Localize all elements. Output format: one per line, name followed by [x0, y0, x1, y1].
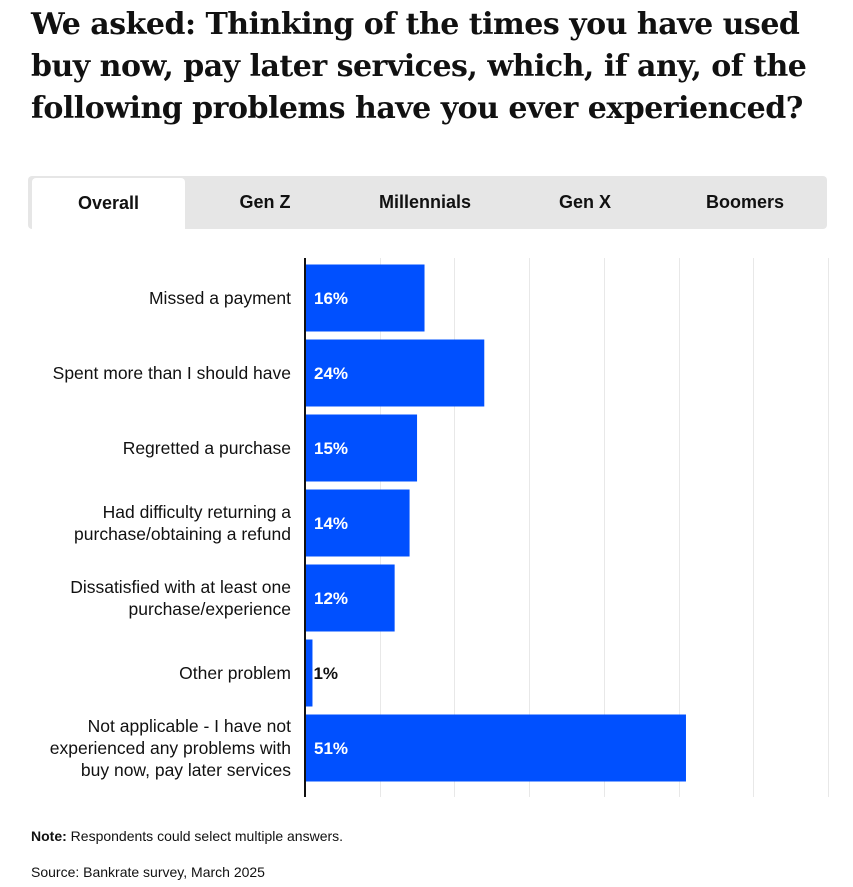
category-label-line: Had difficulty returning a	[103, 502, 292, 522]
tab-gen-z[interactable]: Gen Z	[239, 192, 291, 212]
category-label-line: Missed a payment	[149, 288, 291, 308]
category-label-line: buy now, pay later services	[81, 760, 291, 780]
data-label: 51%	[314, 739, 348, 758]
category-label-line: Dissatisfied with at least one	[70, 577, 291, 597]
category-label: Spent more than I should have	[53, 363, 291, 383]
data-label: 12%	[314, 589, 348, 608]
category-label-line: Other problem	[179, 663, 291, 683]
category-label-line: Not applicable - I have not	[88, 716, 291, 736]
bar	[305, 639, 313, 707]
category-label-line: experienced any problems with	[50, 738, 291, 758]
category-label: Had difficulty returning a purchase/obtai…	[74, 502, 291, 544]
data-label: 14%	[314, 514, 348, 533]
category-label: Not applicable - I have not experienced a…	[50, 716, 291, 780]
tab-gen-x[interactable]: Gen X	[558, 192, 611, 212]
tab-millennials[interactable]: Millennials	[378, 192, 472, 212]
bar	[305, 564, 395, 632]
category-label-line: purchase/obtaining a refund	[74, 524, 291, 544]
tab-boomers[interactable]: Boomers	[705, 192, 785, 212]
chart-source: Source: Bankrate survey, March 2025	[31, 864, 265, 880]
data-label: 16%	[314, 289, 348, 308]
chart-title: We asked: Thinking of the times you have…	[31, 7, 807, 126]
data-label: 1%	[313, 664, 338, 683]
data-label: 24%	[314, 364, 348, 383]
chart-note: Note: Respondents could select multiple …	[31, 828, 343, 844]
category-label: Regretted a purchase	[123, 438, 291, 458]
category-label-line: purchase/experience	[129, 599, 291, 619]
bar	[305, 264, 425, 332]
category-label: Dissatisfied with at least one purchase/e…	[70, 577, 291, 619]
bar	[305, 339, 485, 407]
bar	[305, 414, 418, 482]
category-label: Missed a payment	[149, 288, 291, 308]
category-label: Other problem	[179, 663, 291, 683]
bar	[305, 714, 686, 782]
tab-bar: Overall Gen Z Millennials Gen X Boomers	[28, 176, 827, 229]
data-label: 15%	[314, 439, 348, 458]
category-label-line: Spent more than I should have	[53, 363, 291, 383]
bar	[305, 489, 410, 557]
category-label-line: Regretted a purchase	[123, 438, 291, 458]
tab-overall[interactable]: Overall	[32, 178, 185, 229]
note-text: Respondents could select multiple answer…	[66, 828, 344, 844]
note-label: Note:	[31, 828, 67, 844]
